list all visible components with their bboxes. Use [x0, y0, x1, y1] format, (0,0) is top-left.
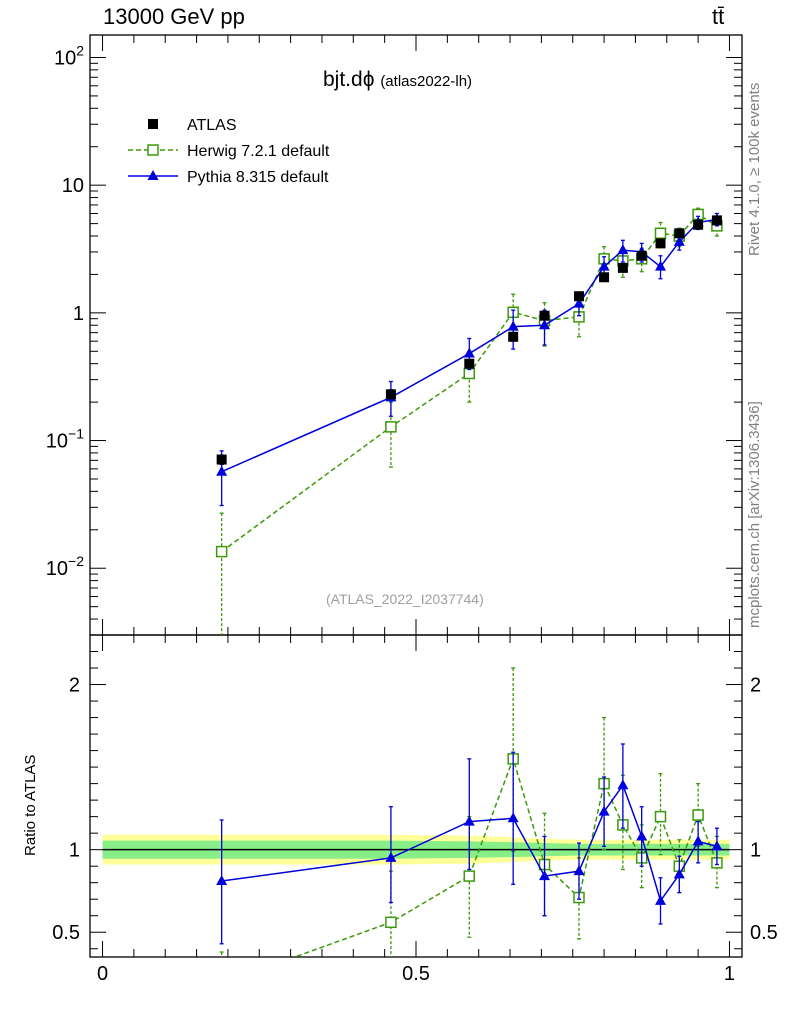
ratio-series-group [216, 667, 723, 988]
pythia-point [673, 235, 685, 246]
herwig-point [215, 545, 228, 558]
pythia-point [539, 319, 551, 330]
main-y-tick-label: 1 [73, 303, 84, 325]
ratio-panel-frame [89, 634, 743, 958]
herwig-ratio-point [463, 870, 476, 882]
pythia-point [216, 465, 228, 476]
ratio-y-tick-label: 2 [69, 675, 80, 697]
ratio-y-tick-label: 1 [750, 840, 761, 862]
pythia-ratio-point [636, 830, 648, 841]
process-label: tt̄ [712, 4, 725, 29]
plot-title-main: bjt.dϕ [323, 68, 375, 91]
atlas-point [636, 250, 647, 261]
atlas-point [574, 291, 584, 302]
pythia-ratio-point [617, 779, 629, 790]
ratio-y-tick-label: 1 [69, 840, 80, 862]
collision-header: 13000 GeV pp [103, 4, 245, 29]
legend-marker [147, 170, 159, 180]
main-y-tick-label: 10−2 [46, 553, 84, 580]
ratio-y-tick-label: 2 [750, 675, 761, 697]
main-y-tick-label: 10 [62, 175, 84, 197]
legend-marker [147, 144, 159, 156]
pythia-point [598, 260, 610, 271]
ratio-y-tick-label: 0.5 [52, 922, 80, 944]
pythia-ratio-point [598, 805, 610, 816]
pythia-ratio-point [711, 840, 723, 851]
ratio-y-tick-label: 0.5 [750, 922, 778, 944]
ratio-x-tick-label: 1 [724, 963, 735, 985]
herwig-point [654, 227, 667, 240]
pythia-ratio-point [507, 812, 519, 823]
pythia-point [573, 297, 585, 308]
atlas-point [693, 219, 704, 230]
data-series [215, 207, 723, 988]
ratio-x-tick-label: 0.5 [402, 963, 430, 985]
ratio-uncertainty-band [102, 834, 730, 865]
pythia-ratio-point [655, 894, 666, 905]
analysis-id: (ATLAS_2022_I2037744) [326, 591, 484, 607]
atlas-point [674, 228, 685, 239]
ratio-y-axis-label: Ratio to ATLAS [22, 754, 39, 856]
legend-label: Pythia 8.315 default [187, 169, 329, 186]
herwig-ratio-point [692, 809, 704, 821]
herwig-line [221, 213, 718, 553]
pythia-ratio-point [216, 875, 228, 886]
herwig-ratio-point [217, 978, 227, 988]
atlas-point [508, 331, 519, 342]
pythia-ratio-point [539, 870, 551, 881]
plot-title-sub: (atlas2022-lh) [380, 73, 473, 90]
pythia-ratio-point [673, 868, 685, 879]
main-series-group [215, 207, 723, 635]
ratio-x-tick-label: 0 [97, 963, 108, 985]
pythia-ratio-point [573, 865, 585, 876]
pythia-ratio-point [463, 815, 475, 826]
atlas-point [711, 215, 722, 226]
atlas-point [385, 389, 396, 400]
axis-ticks: 10−2 10−1 1 10 102 0 0.5 1 0.5 0.5 1 1 2 2 [46, 35, 778, 985]
atlas-point [655, 238, 666, 249]
pythia-point [655, 260, 666, 271]
herwig-ratio-point [385, 916, 397, 929]
pythia-point [507, 320, 519, 331]
legend-marker [148, 119, 158, 129]
atlas-point [464, 358, 475, 369]
pythia-ratio-point [692, 835, 704, 846]
herwig-ratio-point [654, 810, 667, 823]
atlas-point [617, 262, 628, 273]
main-y-tick-label: 10−1 [46, 426, 84, 453]
pythia-ratio-point [385, 851, 397, 862]
mcplots-label: mcplots.cern.ch [arXiv:1306.3436] [746, 401, 763, 628]
pythia-point [463, 347, 475, 358]
herwig-point [385, 421, 397, 433]
legend-label: Herwig 7.2.1 default [187, 143, 330, 160]
pythia-point [617, 244, 629, 255]
atlas-point [599, 272, 610, 283]
legend: ATLAS Herwig 7.2.1 default Pythia 8.315 de… [128, 117, 330, 186]
legend-label: ATLAS [187, 117, 237, 134]
main-y-tick-label: 102 [54, 42, 84, 69]
plot-title: bjt.dϕ (atlas2022-lh) [323, 68, 472, 92]
atlas-point [216, 454, 227, 465]
rivet-version-label: Rivet 4.1.0, ≥ 100k events [746, 82, 763, 256]
atlas-point [539, 310, 550, 321]
